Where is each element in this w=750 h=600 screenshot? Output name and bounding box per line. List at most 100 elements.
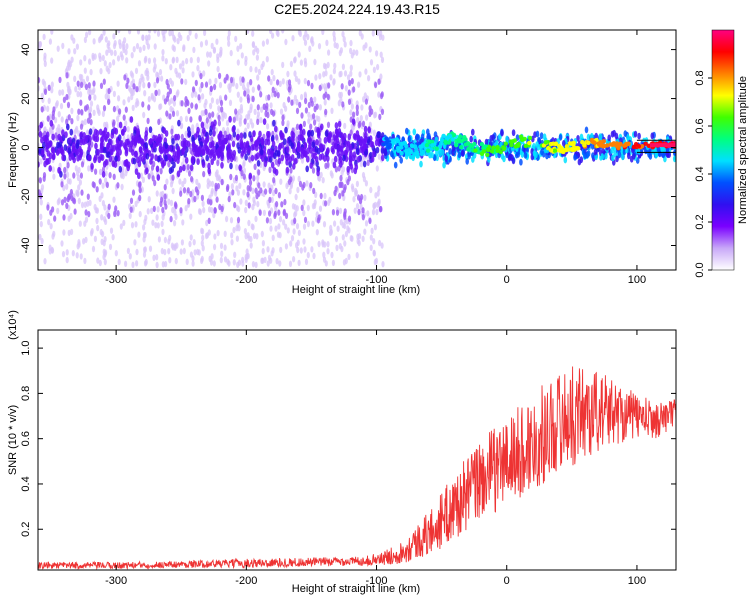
- noise-cell: [355, 49, 359, 56]
- noise-cell: [129, 197, 134, 204]
- noise-cell: [244, 233, 248, 240]
- noise-cell: [142, 224, 146, 231]
- noise-cell: [66, 86, 71, 94]
- noise-cell: [315, 103, 319, 110]
- noise-cell: [196, 248, 200, 256]
- band-cell: [48, 152, 53, 160]
- noise-cell: [182, 187, 187, 194]
- band-cell: [101, 171, 106, 178]
- noise-cell: [226, 258, 230, 265]
- noise-cell: [56, 207, 60, 215]
- band-cell: [427, 132, 431, 140]
- band-cell: [558, 134, 563, 141]
- noise-cell: [40, 237, 44, 245]
- noise-cell: [172, 45, 176, 52]
- noise-cell: [269, 225, 273, 232]
- noise-cell: [239, 114, 243, 121]
- noise-cell: [210, 180, 215, 188]
- signal-cell: [381, 142, 386, 147]
- noise-cell: [329, 224, 333, 232]
- noise-cell: [88, 58, 92, 65]
- signal-cell: [424, 143, 430, 148]
- noise-cell: [217, 120, 221, 127]
- noise-cell: [339, 91, 343, 99]
- noise-cell: [312, 252, 316, 260]
- noise-cell: [340, 83, 344, 90]
- band-cell: [299, 123, 303, 131]
- noise-cell: [298, 30, 302, 37]
- noise-cell: [302, 223, 307, 230]
- noise-cell: [80, 81, 84, 89]
- signal-cell: [451, 132, 457, 138]
- band-cell: [285, 146, 290, 154]
- noise-cell: [193, 195, 197, 203]
- noise-cell: [116, 55, 121, 62]
- signal-cell: [399, 145, 404, 150]
- noise-cell: [142, 44, 146, 51]
- band-cell: [128, 145, 133, 153]
- band-cell: [323, 155, 327, 162]
- noise-cell: [157, 118, 161, 126]
- noise-cell: [305, 180, 309, 187]
- noise-cell: [112, 196, 116, 203]
- band-cell: [51, 153, 56, 161]
- noise-cell: [180, 100, 184, 107]
- noise-cell: [256, 174, 260, 182]
- noise-cell: [190, 176, 194, 183]
- noise-cell: [242, 167, 247, 174]
- noise-cell: [208, 112, 212, 119]
- band-cell: [346, 165, 351, 173]
- band-cell: [300, 146, 305, 154]
- noise-cell: [274, 225, 278, 232]
- band-cell: [99, 136, 104, 144]
- noise-cell: [168, 257, 172, 264]
- noise-cell: [147, 104, 151, 111]
- band-cell: [316, 169, 320, 177]
- band-cell: [316, 131, 321, 139]
- noise-cell: [251, 203, 255, 211]
- signal-cell: [610, 142, 615, 147]
- band-cell: [323, 136, 328, 144]
- band-cell: [229, 162, 233, 170]
- band-cell: [145, 167, 149, 175]
- noise-cell: [343, 240, 347, 247]
- signal-cell: [548, 148, 554, 153]
- signal-cell: [425, 148, 431, 153]
- noise-cell: [313, 58, 317, 66]
- noise-cell: [330, 251, 334, 259]
- band-cell: [380, 154, 385, 162]
- band-cell: [135, 156, 140, 164]
- band-cell: [38, 131, 43, 138]
- band-cell: [88, 135, 92, 143]
- signal-cell: [495, 145, 500, 150]
- noise-cell: [358, 71, 362, 78]
- noise-cell: [200, 194, 204, 202]
- noise-cell: [271, 110, 276, 117]
- noise-cell: [155, 254, 159, 261]
- noise-cell: [122, 99, 126, 106]
- noise-cell: [134, 200, 138, 208]
- noise-cell: [52, 106, 56, 113]
- noise-cell: [109, 227, 114, 234]
- noise-cell: [201, 93, 205, 100]
- noise-cell: [48, 38, 53, 45]
- noise-cell: [120, 172, 124, 179]
- noise-cell: [271, 234, 275, 241]
- band-cell: [176, 157, 180, 165]
- top-x-tick-label: 0: [504, 274, 510, 286]
- noise-cell: [161, 49, 165, 56]
- noise-cell: [168, 234, 172, 242]
- noise-cell: [39, 199, 43, 206]
- noise-cell: [39, 192, 43, 200]
- noise-cell: [168, 88, 172, 95]
- signal-cell: [463, 142, 468, 147]
- noise-cell: [367, 75, 371, 82]
- noise-cell: [119, 223, 123, 230]
- noise-cell: [251, 187, 255, 194]
- noise-cell: [150, 207, 154, 214]
- noise-cell: [182, 44, 186, 51]
- noise-cell: [150, 169, 154, 177]
- noise-cell: [153, 81, 157, 89]
- band-cell: [412, 128, 417, 136]
- noise-cell: [167, 161, 171, 168]
